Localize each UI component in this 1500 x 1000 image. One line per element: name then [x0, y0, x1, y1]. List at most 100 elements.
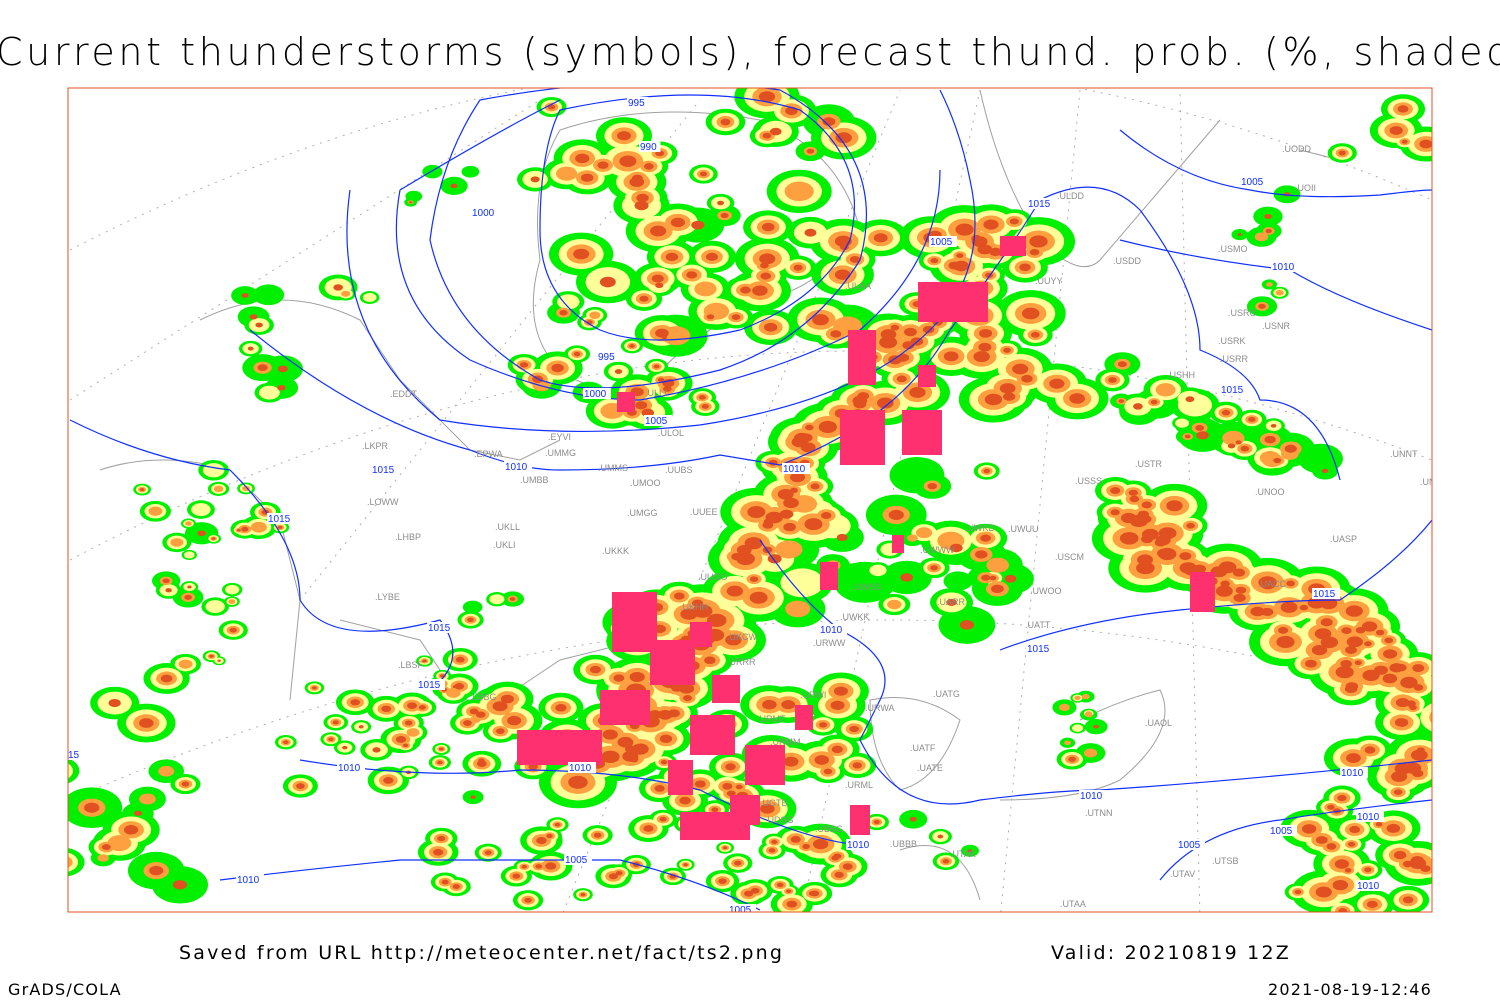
probability-cell: [1383, 649, 1398, 659]
probability-cell: [1305, 659, 1317, 668]
probability-cell: [1139, 515, 1152, 524]
probability-cell: [441, 879, 449, 885]
probability-cell: [1264, 214, 1272, 219]
thunderstorm-symbol: [902, 410, 942, 455]
probability-cell: [1227, 443, 1236, 449]
probability-cell: [835, 132, 852, 144]
isobar-label-bg: [1220, 384, 1248, 395]
probability-cell: [589, 311, 601, 319]
probability-cell: [461, 165, 480, 178]
station-labels: .EDDT .LKPR .LOWW .LHBP .LYBE .LBSF .LBBG .EPWA…: [362, 144, 1432, 909]
isobar-label: 1010: [1272, 262, 1295, 273]
probability-cell: [455, 656, 465, 663]
probability-cell: [1314, 628, 1332, 640]
probability-cell: [744, 890, 754, 897]
probability-cell: [283, 740, 289, 745]
station-label: .UASP: [1330, 534, 1357, 544]
probability-cell: [821, 512, 832, 519]
probability-cell: [101, 844, 111, 851]
probability-cell: [97, 854, 109, 862]
probability-cell: [225, 584, 240, 595]
probability-cell: [1334, 859, 1350, 869]
isobar-label: 1005: [565, 855, 588, 866]
probability-cell: [1003, 392, 1016, 401]
probability-cell: [478, 758, 485, 763]
station-label: .UBBG: [815, 824, 843, 834]
probability-cell: [818, 420, 837, 434]
probability-cell: [1233, 593, 1246, 602]
station-label: .UNOO: [1255, 487, 1285, 497]
probability-cell: [718, 878, 727, 884]
probability-cell: [1394, 763, 1412, 775]
probability-cell: [983, 468, 990, 474]
station-label: .UDSG: [765, 815, 794, 825]
probability-cell: [1420, 703, 1432, 732]
isobar-label: 1010: [1341, 768, 1364, 779]
probability-cell: [53, 767, 64, 774]
probability-cell: [1258, 576, 1277, 589]
probability-cell: [877, 397, 894, 409]
probability-cell: [437, 835, 446, 842]
probability-cell: [790, 836, 801, 843]
probability-cell: [659, 816, 667, 822]
station-label: .UWOO: [1030, 586, 1062, 596]
isobar-label: 1010: [1080, 791, 1103, 802]
probability-cell: [437, 760, 443, 765]
isobar-label: 1010: [1357, 812, 1380, 823]
probability-cell: [1409, 705, 1417, 711]
probability-cell: [1240, 445, 1250, 452]
probability-cell: [617, 736, 634, 748]
isobar-label: 1005: [930, 237, 953, 248]
probability-cell: [1133, 403, 1143, 410]
probability-cell: [1321, 468, 1329, 474]
probability-cell: [822, 117, 836, 126]
probability-cell: [181, 781, 190, 787]
probability-cell: [704, 656, 716, 665]
station-label: .UKLL: [495, 522, 520, 532]
probability-cell: [679, 796, 691, 805]
probability-cell: [1130, 496, 1138, 502]
probability-cell: [1175, 418, 1190, 428]
source-url-text: Saved from URL http://meteocenter.net/fa…: [179, 942, 785, 964]
probability-cell: [1278, 626, 1289, 634]
station-label: .UKLI: [493, 540, 516, 550]
probability-cell: [1393, 850, 1407, 860]
isobar-label: 1015: [1028, 199, 1051, 210]
probability-cell: [160, 674, 173, 683]
station-label: .EYVI: [548, 432, 571, 442]
probability-cell: [470, 795, 476, 799]
probability-cell: [873, 233, 888, 243]
probability-cell: [651, 274, 664, 283]
probability-cell: [1341, 627, 1352, 635]
thunderstorm-symbol: [600, 690, 650, 725]
probability-cell: [761, 222, 775, 232]
probability-cell: [762, 132, 772, 139]
station-label: .USTR: [1135, 459, 1163, 469]
station-label: .UMBB: [520, 475, 549, 485]
station-label: .URWI: [800, 690, 826, 700]
probability-cell: [763, 518, 773, 525]
station-label: .UGTB: [760, 798, 788, 808]
station-label: .LOWW: [367, 497, 399, 507]
probability-cell: [1118, 399, 1125, 403]
probability-cell: [694, 281, 717, 297]
station-label: .UODD: [1282, 144, 1312, 154]
probability-cell: [986, 557, 1009, 573]
probability-cell: [133, 810, 142, 816]
probability-cell: [536, 836, 547, 845]
isobar-label: 15: [68, 750, 80, 761]
probability-cell: [475, 711, 486, 718]
probability-cell: [1072, 724, 1084, 732]
probability-cell: [909, 386, 926, 398]
probability-cell: [802, 843, 811, 850]
probability-cell: [1395, 663, 1407, 672]
probability-cell: [253, 284, 285, 306]
probability-cell: [247, 346, 254, 351]
probability-cell: [1362, 669, 1380, 682]
probability-cell: [1009, 218, 1019, 225]
probability-cell: [831, 855, 840, 861]
probability-cell: [1136, 561, 1155, 575]
probability-cell: [1364, 867, 1372, 873]
probability-cell: [1320, 618, 1333, 627]
probability-cell: [1346, 636, 1363, 648]
